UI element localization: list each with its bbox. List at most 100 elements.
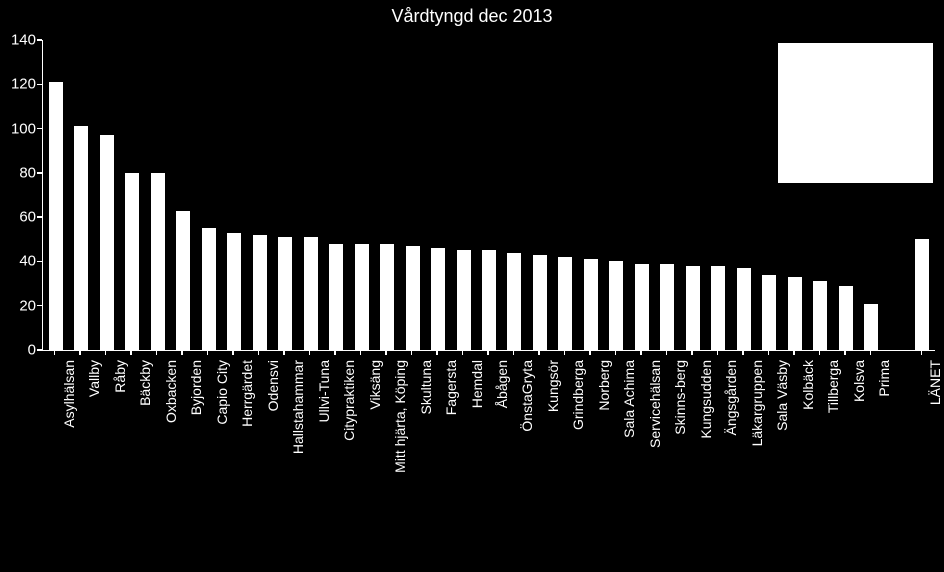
x-tick-label: Sala Väsby <box>774 360 790 431</box>
x-tick-mark <box>258 350 260 355</box>
chart-root: Vårdtyngd dec 2013 020406080100120140Asy… <box>0 0 944 572</box>
y-tick-mark <box>37 216 42 218</box>
bar <box>380 244 394 350</box>
bar <box>457 250 471 350</box>
x-tick-mark <box>717 350 719 355</box>
bar <box>839 286 853 350</box>
x-tick-mark <box>411 350 413 355</box>
bar <box>431 248 445 350</box>
x-tick-label: Hallstahammar <box>290 360 306 454</box>
x-tick-mark <box>691 350 693 355</box>
x-tick-label: Norberg <box>596 360 612 411</box>
x-tick-label: Åbågen <box>494 360 510 408</box>
x-tick-mark <box>513 350 515 355</box>
y-tick-label: 20 <box>19 297 36 314</box>
x-tick-label: Ängsgården <box>723 360 739 436</box>
y-tick-label: 0 <box>28 342 36 359</box>
x-tick-label: Tillberga <box>825 360 841 413</box>
x-tick-mark <box>742 350 744 355</box>
y-tick-mark <box>37 261 42 263</box>
x-tick-mark <box>793 350 795 355</box>
bar <box>660 264 674 350</box>
x-tick-label: Skinns-berg <box>672 360 688 435</box>
x-tick-label: Grindberga <box>570 360 586 430</box>
x-tick-label: Läkargruppen <box>749 360 765 446</box>
x-tick-label: Citypraktiken <box>341 360 357 441</box>
x-tick-mark <box>334 350 336 355</box>
x-tick-label: Råby <box>112 360 128 393</box>
bar <box>788 277 802 350</box>
x-tick-mark <box>79 350 81 355</box>
x-tick-label: Oxbacken <box>163 360 179 423</box>
x-tick-mark <box>105 350 107 355</box>
x-tick-mark <box>487 350 489 355</box>
y-tick-mark <box>37 349 42 351</box>
bar <box>686 266 700 350</box>
bar <box>202 228 216 350</box>
bar <box>278 237 292 350</box>
y-tick-label: 60 <box>19 209 36 226</box>
x-tick-label: Mitt hjärta, Köping <box>392 360 408 473</box>
bar <box>533 255 547 350</box>
x-tick-mark <box>538 350 540 355</box>
bar <box>49 82 63 350</box>
x-tick-mark <box>921 350 923 355</box>
x-tick-mark <box>640 350 642 355</box>
bar <box>100 135 114 350</box>
bar <box>762 275 776 350</box>
y-tick-mark <box>37 84 42 86</box>
bar <box>609 261 623 350</box>
bar <box>558 257 572 350</box>
x-tick-label: Vallby <box>86 360 102 397</box>
x-tick-label: Kolsva <box>851 360 867 402</box>
bar <box>584 259 598 350</box>
bar <box>253 235 267 350</box>
x-tick-label: Fagersta <box>443 360 459 415</box>
x-tick-mark <box>207 350 209 355</box>
x-tick-mark <box>844 350 846 355</box>
legend-box <box>777 42 934 184</box>
x-tick-mark <box>130 350 132 355</box>
y-tick-mark <box>37 172 42 174</box>
y-tick-label: 100 <box>11 120 36 137</box>
x-tick-mark <box>666 350 668 355</box>
bar <box>737 268 751 350</box>
bar <box>151 173 165 350</box>
bar <box>355 244 369 350</box>
bar <box>482 250 496 350</box>
bar <box>125 173 139 350</box>
x-tick-label: Kungsör <box>545 360 561 412</box>
x-tick-label: Byjorden <box>188 360 204 415</box>
bar <box>74 126 88 350</box>
x-tick-mark <box>436 350 438 355</box>
x-tick-mark <box>462 350 464 355</box>
x-tick-mark <box>156 350 158 355</box>
x-tick-label: Kungsudden <box>698 360 714 439</box>
x-tick-label: Asylhälsan <box>61 360 77 428</box>
x-tick-label: Prima <box>876 360 892 397</box>
y-tick-mark <box>37 305 42 307</box>
bar <box>329 244 343 350</box>
x-tick-mark <box>819 350 821 355</box>
x-tick-label: Skultuna <box>418 360 434 414</box>
y-tick-label: 80 <box>19 164 36 181</box>
x-tick-mark <box>589 350 591 355</box>
x-tick-label: Odensvi <box>265 360 281 411</box>
x-tick-mark <box>283 350 285 355</box>
x-tick-label: Sala Achima <box>621 360 637 438</box>
y-tick-mark <box>37 128 42 130</box>
y-tick-label: 120 <box>11 76 36 93</box>
x-tick-label: Kolbäck <box>800 360 816 410</box>
bar <box>176 211 190 351</box>
x-tick-mark <box>870 350 872 355</box>
x-tick-label: Hemdal <box>469 360 485 408</box>
x-tick-mark <box>232 350 234 355</box>
x-tick-mark <box>385 350 387 355</box>
bar <box>635 264 649 350</box>
y-tick-label: 40 <box>19 253 36 270</box>
x-tick-mark <box>615 350 617 355</box>
x-tick-mark <box>181 350 183 355</box>
bar <box>227 233 241 350</box>
x-tick-mark <box>309 350 311 355</box>
bar <box>813 281 827 350</box>
